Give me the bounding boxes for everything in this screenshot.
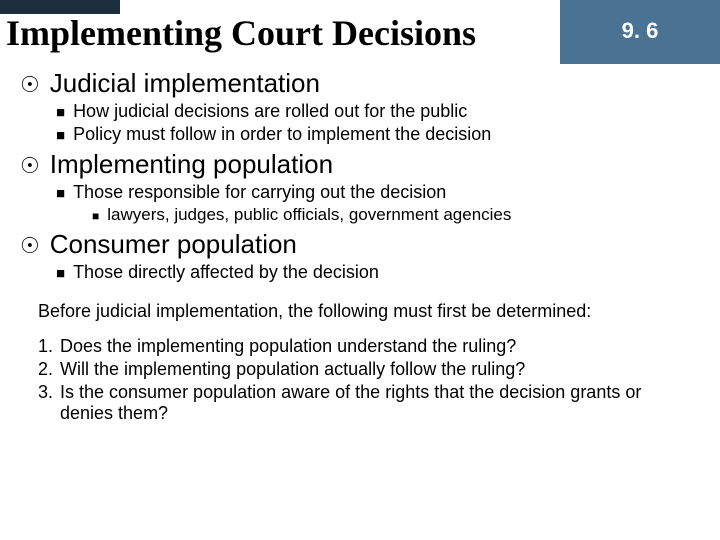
- outline-label: Judicial implementation: [50, 68, 320, 99]
- bullet-icon: ☉: [20, 235, 40, 257]
- outline-label: How judicial decisions are rolled out fo…: [73, 101, 467, 122]
- square-bullet-icon: ■: [56, 265, 65, 282]
- list-text: Will the implementing population actuall…: [60, 359, 708, 380]
- list-number: 2.: [38, 359, 60, 380]
- outline-label: Those responsible for carrying out the d…: [73, 182, 446, 203]
- outline-label: Implementing population: [50, 149, 333, 180]
- header-accent-bar: [0, 0, 120, 14]
- bullet-icon: ☉: [20, 74, 40, 96]
- list-text: Does the implementing population underst…: [60, 336, 708, 357]
- outline-level1-item: ☉ Consumer population: [20, 229, 708, 260]
- outline-level3-item: ■ lawyers, judges, public officials, gov…: [92, 205, 708, 225]
- outline-level2-item: ■ Policy must follow in order to impleme…: [56, 124, 708, 145]
- numbered-item: 1. Does the implementing population unde…: [38, 336, 708, 357]
- square-bullet-icon: ■: [56, 104, 65, 121]
- outline-label: Policy must follow in order to implement…: [73, 124, 491, 145]
- list-number: 1.: [38, 336, 60, 357]
- slide-content: ☉ Judicial implementation ■ How judicial…: [0, 68, 720, 424]
- square-bullet-icon: ■: [92, 209, 99, 223]
- numbered-item: 2. Will the implementing population actu…: [38, 359, 708, 380]
- square-bullet-icon: ■: [56, 127, 65, 144]
- outline-level2-item: ■ How judicial decisions are rolled out …: [56, 101, 708, 122]
- list-text: Is the consumer population aware of the …: [60, 382, 708, 424]
- outline-label: lawyers, judges, public officials, gover…: [107, 205, 511, 225]
- outline-label: Those directly affected by the decision: [73, 262, 379, 283]
- bullet-icon: ☉: [20, 155, 40, 177]
- section-number-badge: 9. 6: [560, 0, 720, 64]
- square-bullet-icon: ■: [56, 185, 65, 202]
- numbered-item: 3. Is the consumer population aware of t…: [38, 382, 708, 424]
- outline-level1-item: ☉ Judicial implementation: [20, 68, 708, 99]
- outline-level1-item: ☉ Implementing population: [20, 149, 708, 180]
- outline-level2-item: ■ Those directly affected by the decisio…: [56, 262, 708, 283]
- numbered-list: 1. Does the implementing population unde…: [38, 336, 708, 424]
- outline-level2-item: ■ Those responsible for carrying out the…: [56, 182, 708, 203]
- outline-label: Consumer population: [50, 229, 297, 260]
- list-number: 3.: [38, 382, 60, 403]
- intro-paragraph: Before judicial implementation, the foll…: [38, 301, 708, 322]
